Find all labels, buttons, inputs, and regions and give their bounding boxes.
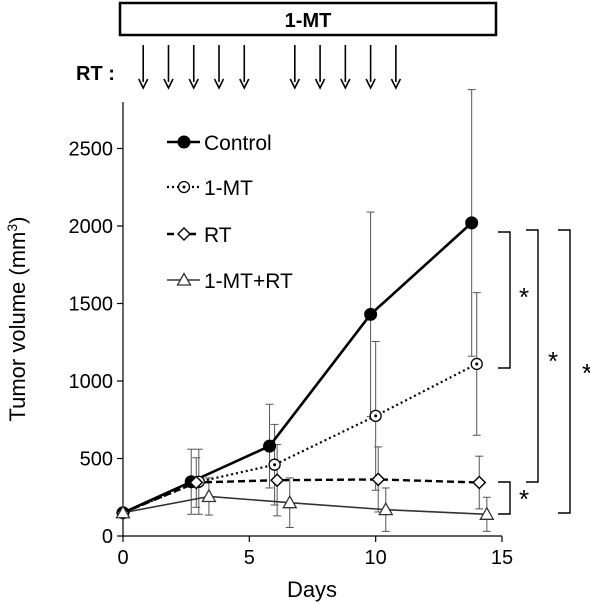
legend-label-3: 1-MT+RT xyxy=(204,270,293,293)
data-point-3-1 xyxy=(201,488,217,503)
treatment-bar xyxy=(118,1,498,37)
axes xyxy=(122,102,502,537)
data-point-2-3 xyxy=(371,472,386,487)
y-axis-label-close: ) xyxy=(5,217,30,224)
data-point-2-2 xyxy=(270,473,285,488)
data-point-3-2 xyxy=(282,494,298,509)
data-point-3-4 xyxy=(479,506,495,520)
x-tick-label-5: 5 xyxy=(244,547,255,569)
series-line-3 xyxy=(122,495,487,516)
y-tick-label-2000: 2000 xyxy=(69,216,114,238)
legend-marker-3 xyxy=(176,272,192,286)
rt-arrow-0 xyxy=(137,45,149,90)
series-lines xyxy=(122,221,487,516)
y-tick-label-2500: 2500 xyxy=(69,139,114,161)
rt-arrow-6 xyxy=(314,45,326,90)
y-tick-label-500: 500 xyxy=(80,449,113,471)
rt-arrow-1 xyxy=(163,45,174,90)
significance-bracket-1: * xyxy=(526,229,558,483)
y-tick-label-1000: 1000 xyxy=(69,371,114,393)
significance-star-0: * xyxy=(519,282,529,312)
legend-item-2: RT xyxy=(167,224,232,247)
data-point-2-4 xyxy=(472,475,487,490)
series-line-0 xyxy=(122,221,473,514)
y-tick-label-0: 0 xyxy=(102,526,113,548)
series-markers xyxy=(115,216,495,520)
legend: Control 1-MT RT 1-MT+RT xyxy=(167,132,293,293)
rt-arrow-9 xyxy=(390,45,402,90)
legend-item-3: 1-MT+RT xyxy=(167,270,293,293)
rt-arrow-4 xyxy=(239,45,250,90)
y-axis-label-superscript: 3 xyxy=(4,224,20,232)
rt-arrow-3 xyxy=(213,45,225,90)
legend-marker-0 xyxy=(177,135,191,149)
data-point-1-3 xyxy=(369,409,382,423)
x-ticks: 0 5 10 15 xyxy=(117,536,513,569)
significance-star-2: * xyxy=(582,358,590,388)
x-axis-label: Days xyxy=(287,577,337,602)
rt-arrow-7 xyxy=(340,45,351,90)
rt-arrows xyxy=(137,45,402,90)
y-axis-label: Tumor volume (mm3) xyxy=(4,217,30,422)
legend-marker-2 xyxy=(177,227,191,241)
significance-star-3: * xyxy=(519,484,529,514)
data-point-1-2 xyxy=(268,458,281,471)
legend-marker-1 xyxy=(177,180,191,194)
legend-item-1: 1-MT xyxy=(167,177,253,200)
legend-label-2: RT xyxy=(204,224,232,247)
rt-arrow-5 xyxy=(289,45,301,90)
legend-label-1: 1-MT xyxy=(204,177,253,200)
significance-bracket-0: * xyxy=(498,231,529,369)
rt-schedule-label: RT : xyxy=(76,63,115,85)
data-point-0-4 xyxy=(465,216,479,230)
series-line-2 xyxy=(122,478,480,514)
data-point-0-2 xyxy=(263,439,277,453)
rt-arrow-8 xyxy=(365,45,376,90)
x-tick-label-10: 10 xyxy=(365,547,387,569)
significance-star-1: * xyxy=(548,346,558,376)
data-point-2-1 xyxy=(189,475,204,490)
y-tick-label-1500: 1500 xyxy=(69,294,114,316)
data-point-1-4 xyxy=(470,357,483,371)
x-tick-label-0: 0 xyxy=(117,547,128,569)
data-point-3-0 xyxy=(115,504,131,519)
legend-label-0: Control xyxy=(204,132,272,155)
data-point-3-3 xyxy=(378,501,394,516)
legend-item-0: Control xyxy=(167,132,272,155)
treatment-bar-label: 1-MT xyxy=(285,10,332,32)
x-tick-label-15: 15 xyxy=(491,547,513,569)
rt-arrow-2 xyxy=(188,45,199,90)
significance-bracket-2: * xyxy=(558,229,590,514)
data-point-0-3 xyxy=(364,307,378,321)
significance-brackets: * * * * xyxy=(498,229,590,515)
y-ticks: 0 500 1000 1500 2000 2500 xyxy=(69,139,123,548)
significance-bracket-3: * xyxy=(498,481,529,515)
error-bars xyxy=(187,89,491,532)
